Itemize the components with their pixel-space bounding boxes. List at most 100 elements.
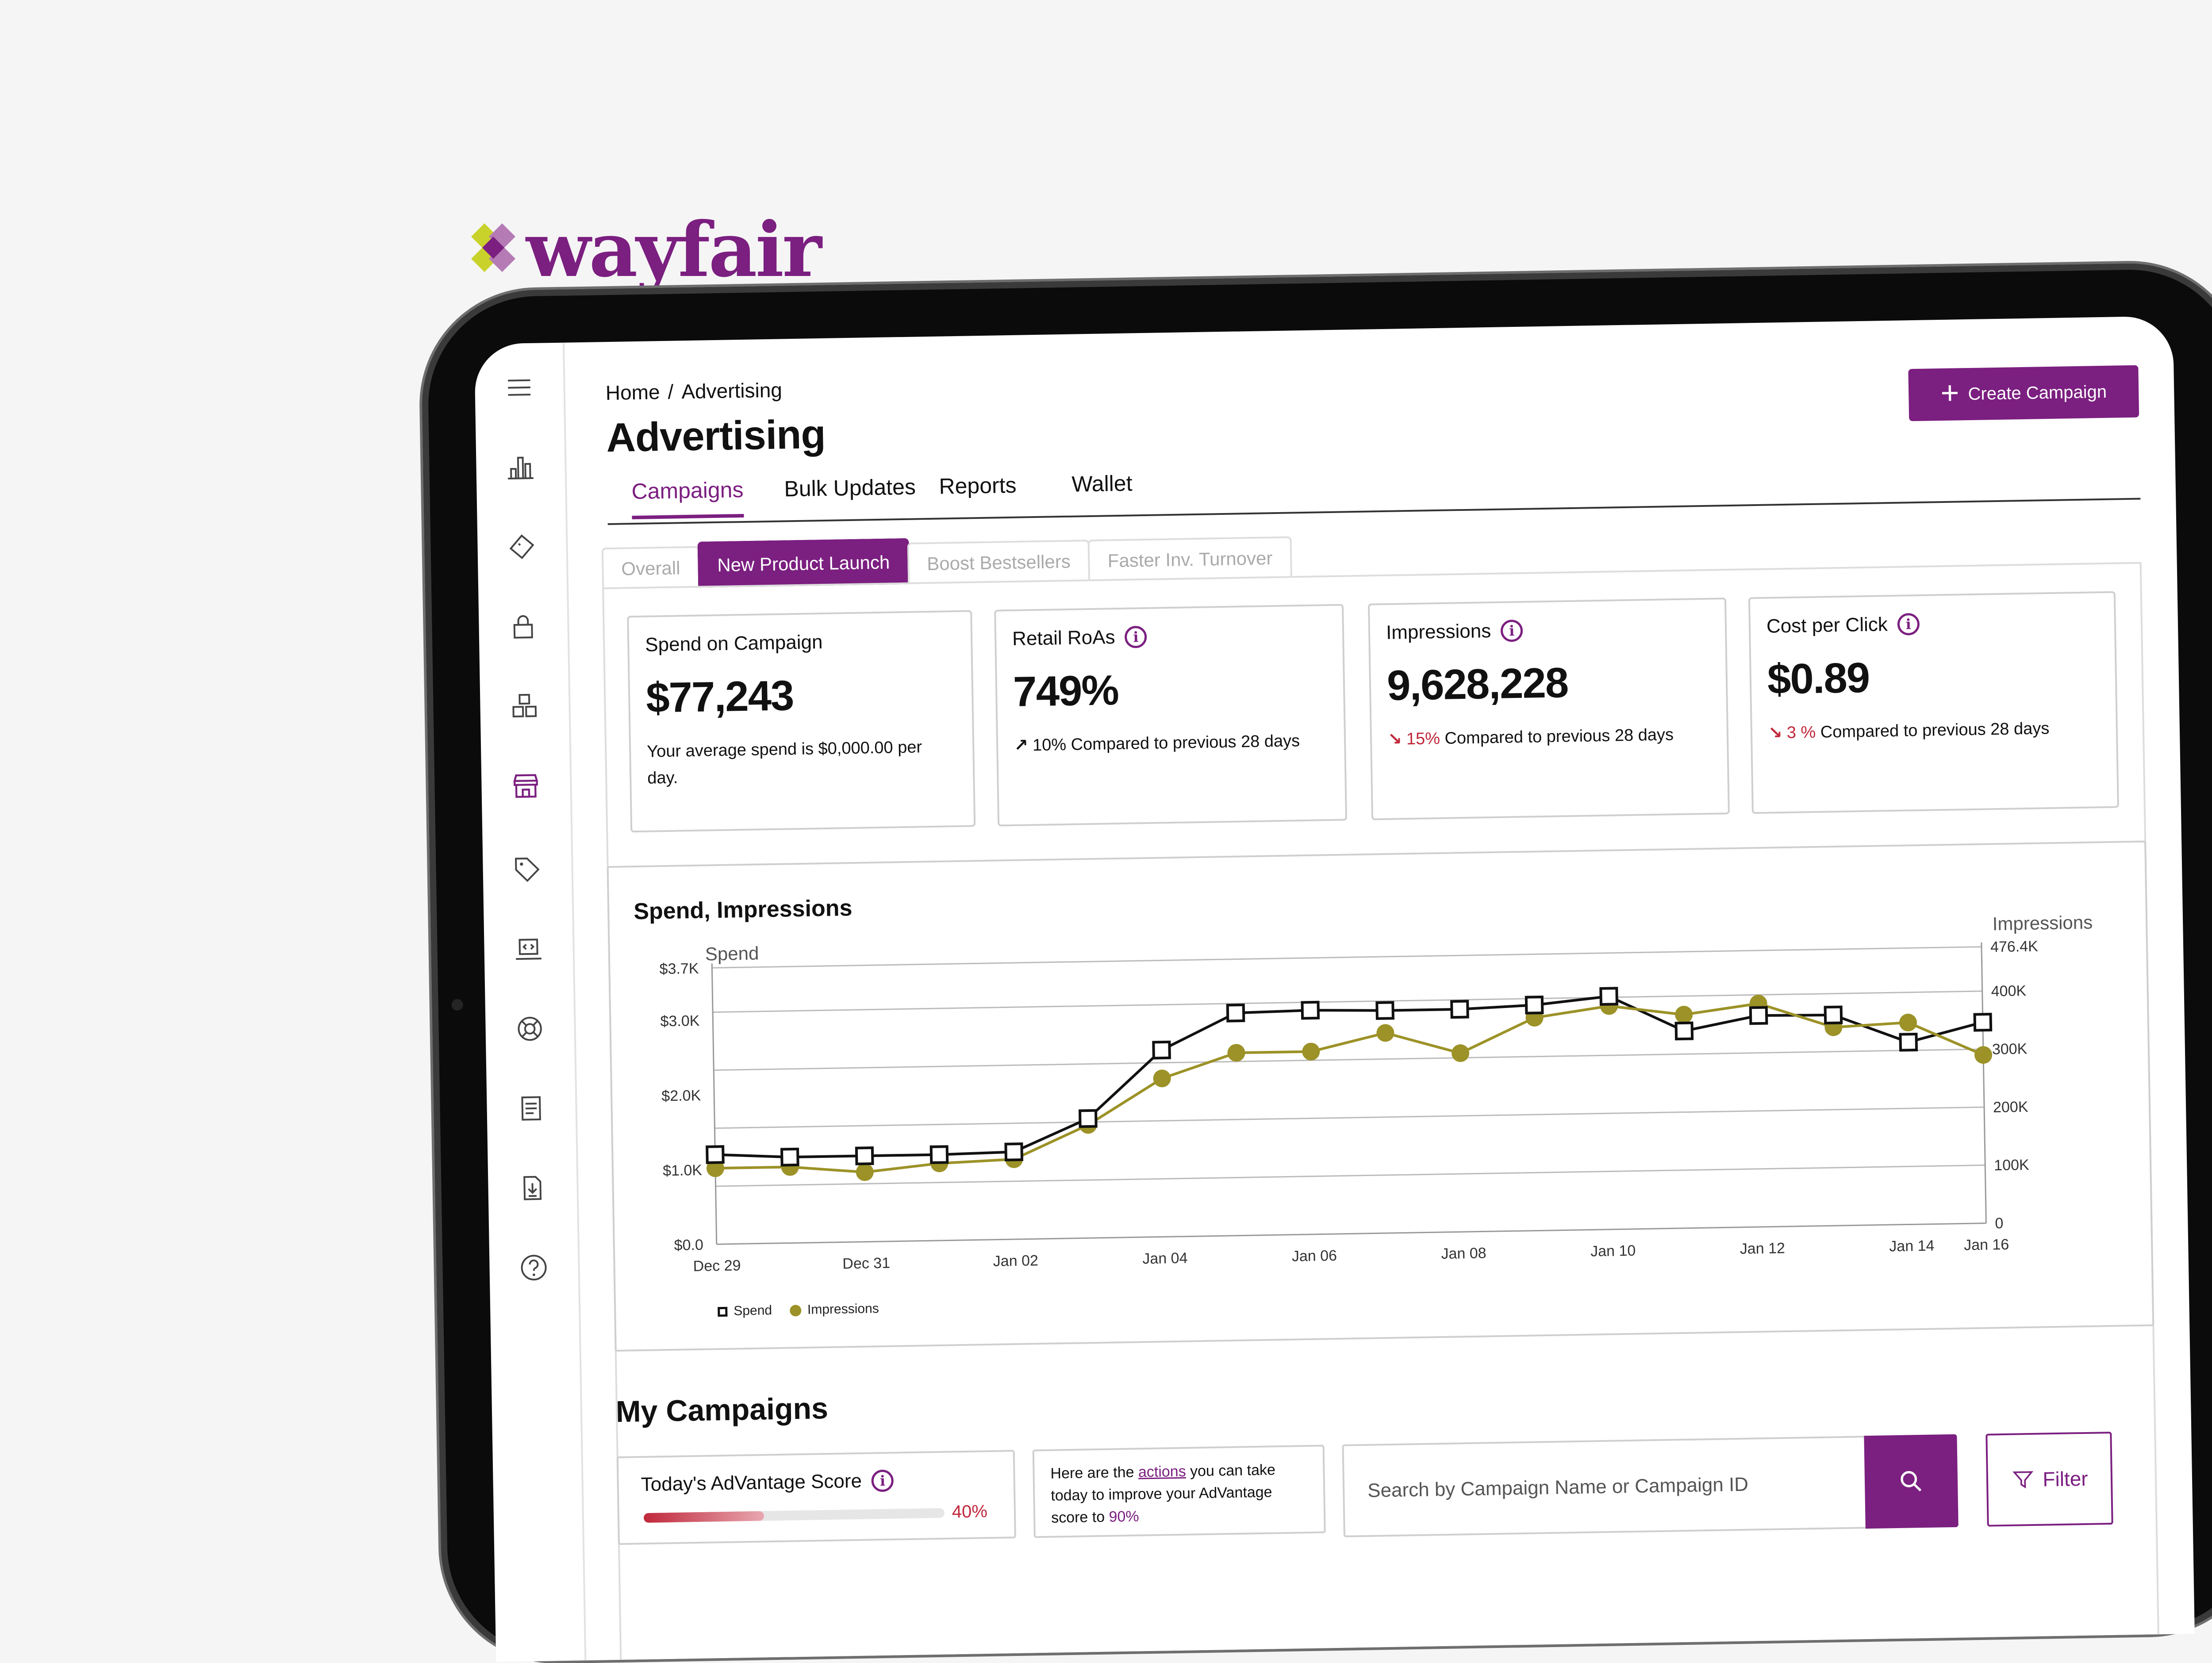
chart-legend: Spend Impressions: [718, 1301, 879, 1319]
info-icon[interactable]: i: [1897, 613, 1920, 636]
tag-icon[interactable]: [509, 852, 545, 888]
spend-point: [855, 1146, 874, 1165]
legend-impressions-label: Impressions: [807, 1301, 879, 1317]
series-line-impressions: [715, 1002, 1984, 1174]
create-campaign-button[interactable]: + Create Campaign: [1908, 365, 2139, 421]
y-right-tick-label: 400K: [1991, 982, 2026, 1000]
tips-target-pct: 90%: [1109, 1508, 1139, 1525]
grid-line: [713, 990, 1982, 1013]
x-tick-label: Jan 02: [993, 1252, 1038, 1270]
metric-card-impressions: Impressions i 9,628,228 ↘ 15% Compared to …: [1367, 598, 1730, 820]
trend-text: Compared to previous 28 days: [1820, 719, 2050, 742]
impressions-point: [1376, 1024, 1394, 1042]
tab-campaigns[interactable]: Campaigns: [631, 476, 744, 520]
storefront-icon[interactable]: [508, 768, 544, 804]
advantage-tips: Here are the actions you can take today …: [1032, 1445, 1326, 1538]
lock-icon[interactable]: [505, 609, 541, 644]
info-icon[interactable]: i: [1125, 625, 1147, 648]
laptop-code-icon[interactable]: [511, 931, 546, 967]
y-right-tick-label: 100K: [1994, 1157, 2029, 1174]
page-title: Advertising: [606, 411, 826, 461]
bar-chart-icon[interactable]: [503, 449, 538, 485]
advantage-score-card: Today's AdVantage Score i 40%: [616, 1450, 1016, 1545]
advantage-score-fill: [643, 1511, 764, 1523]
filter-button[interactable]: Filter: [1985, 1431, 2113, 1527]
impressions-point: [1227, 1044, 1245, 1062]
trend-text: Compared to previous 28 days: [1444, 725, 1674, 748]
search-button[interactable]: [1864, 1434, 1959, 1529]
menu-icon[interactable]: [501, 370, 537, 406]
metric-note: Your average spend is $0,000.00 per day.: [646, 738, 922, 788]
legend-impressions: Impressions: [789, 1301, 879, 1318]
subtab-new-product-launch[interactable]: New Product Launch: [697, 538, 910, 588]
spend-point: [929, 1145, 949, 1164]
boxes-icon[interactable]: [507, 688, 542, 724]
metric-value: 749%: [1013, 666, 1119, 716]
spend-point: [1973, 1012, 1993, 1032]
search-input[interactable]: [1366, 1437, 1856, 1536]
y-left-tick-label: $0.0: [674, 1237, 703, 1254]
y-left-tick-label: $2.0K: [661, 1087, 701, 1104]
tab-bulk-updates[interactable]: Bulk Updates: [784, 474, 916, 502]
wayfair-mark-icon: [471, 223, 515, 272]
help-icon[interactable]: [516, 1249, 552, 1285]
main-content: Home / Advertising Advertising + Create Ca…: [563, 316, 2195, 1662]
y-left-tick-label: $3.7K: [659, 960, 699, 977]
impressions-point: [1452, 1044, 1470, 1062]
advantage-score-pct: 40%: [952, 1502, 988, 1522]
x-tick-label: Dec 29: [693, 1257, 741, 1275]
spend-point: [706, 1145, 725, 1164]
spend-point: [1525, 995, 1544, 1015]
subtab-boost-bestsellers[interactable]: Boost Bestsellers: [907, 539, 1091, 584]
side-nav: [474, 342, 587, 1662]
campaign-search: [1342, 1434, 1959, 1537]
y-right-axis: [1981, 942, 1987, 1223]
legend-spend-label: Spend: [733, 1303, 772, 1318]
trend-pct: 3 %: [1786, 723, 1816, 742]
advantage-score-label: Today's AdVantage Score: [641, 1470, 862, 1496]
grid-line: [715, 1164, 1985, 1187]
download-doc-icon[interactable]: [515, 1170, 550, 1206]
metric-label: Cost per Click: [1766, 613, 1888, 637]
y-left-tick-label: $1.0K: [663, 1162, 703, 1179]
tab-reports[interactable]: Reports: [938, 472, 1017, 499]
spend-point: [1749, 1006, 1768, 1025]
metric-card-spend: Spend on Campaign $77,243 Your average s…: [627, 610, 976, 833]
square-marker-icon: [718, 1307, 728, 1317]
y-right-tick-label: 476.4K: [1990, 938, 2039, 956]
chart-plot: $0.0 $1.0K $2.0K $3.0K $3.7K 0 100K 200K 300K 400…: [659, 938, 2039, 1275]
x-tick-label: Dec 31: [842, 1255, 890, 1272]
create-campaign-label: Create Campaign: [1968, 382, 2107, 404]
subtab-overall[interactable]: Overall: [601, 546, 700, 590]
breadcrumb-current: Advertising: [681, 378, 783, 403]
tablet-device: Home / Advertising Advertising + Create Ca…: [420, 261, 2212, 1663]
spend-impressions-chart: Spend, Impressions Spend Impressions $0.…: [607, 840, 2154, 1352]
subtab-faster-inv-turnover[interactable]: Faster Inv. Turnover: [1087, 536, 1293, 582]
y-right-tick-label: 300K: [1992, 1040, 2028, 1058]
trend-up-icon: ↗: [1014, 736, 1029, 755]
x-tick-label: Jan 14: [1889, 1238, 1935, 1255]
impressions-point: [1675, 1006, 1693, 1024]
spend-point: [1674, 1021, 1694, 1041]
spend-point: [1152, 1040, 1171, 1060]
breadcrumb: Home / Advertising: [605, 378, 782, 405]
trend-down-icon: ↘: [1387, 730, 1402, 749]
metric-value: $77,243: [645, 672, 794, 722]
breadcrumb-home[interactable]: Home: [605, 380, 660, 405]
wayfair-wordmark: wayfair: [526, 206, 822, 294]
x-tick-label: Jan 06: [1292, 1247, 1337, 1265]
spend-point: [1824, 1005, 1843, 1025]
impressions-point: [1153, 1069, 1171, 1088]
metric-card-cost-per-click: Cost per Click i $0.89 ↘ 3 % Compared to p…: [1748, 591, 2119, 814]
ticket-icon[interactable]: [504, 529, 540, 565]
breadcrumb-separator: /: [668, 380, 674, 403]
info-icon[interactable]: i: [871, 1469, 894, 1492]
lifebuoy-icon[interactable]: [512, 1011, 548, 1046]
spend-point: [1004, 1142, 1024, 1161]
y-left-axis: [711, 963, 718, 1245]
receipt-icon[interactable]: [513, 1090, 549, 1126]
tab-wallet[interactable]: Wallet: [1071, 471, 1133, 497]
wayfair-logo: wayfair: [467, 206, 822, 294]
actions-link[interactable]: actions: [1138, 1463, 1186, 1481]
info-icon[interactable]: i: [1500, 619, 1523, 642]
